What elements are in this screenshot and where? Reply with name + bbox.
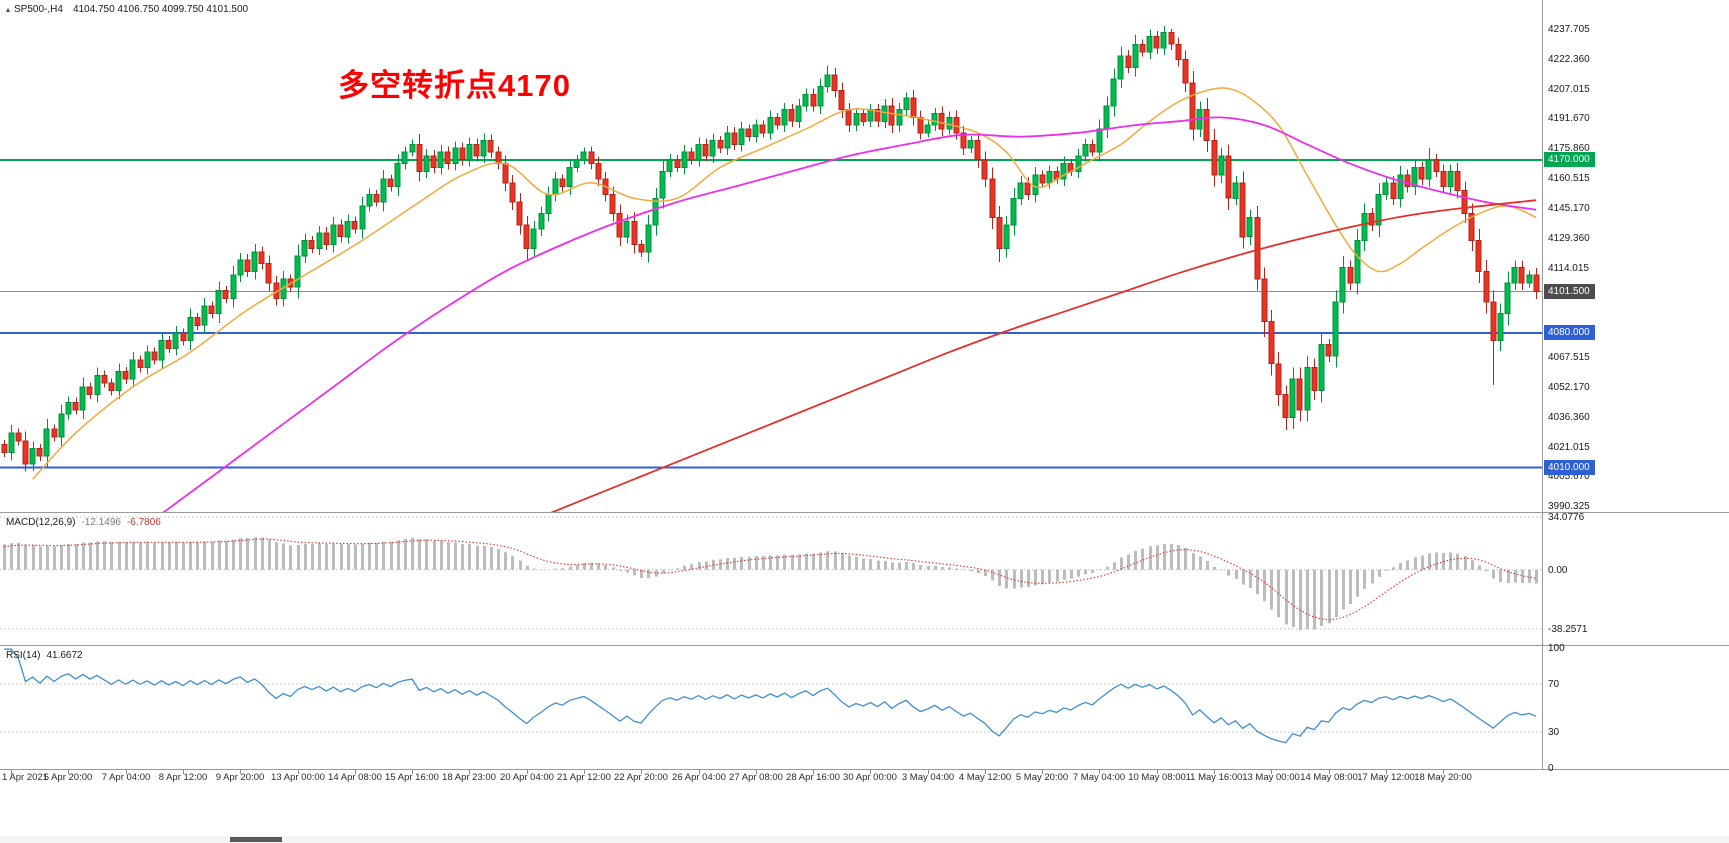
time-axis-label: 20 Apr 04:00	[500, 772, 554, 783]
time-axis-label: 22 Apr 20:00	[614, 772, 668, 783]
scrollbar-thumb[interactable]	[230, 837, 282, 842]
rsi-axis-label: 0	[1548, 763, 1554, 774]
price-axis-label: 4160.515	[1548, 173, 1590, 184]
price-axis-label: 4005.670	[1548, 471, 1590, 482]
rsi-indicator-name: RSI(14)	[6, 650, 41, 661]
price-axis-label: 4222.360	[1548, 54, 1590, 65]
symbol-marker-icon: ▴	[6, 5, 11, 14]
macd-axis-label: -38.2571	[1548, 624, 1588, 635]
price-axis-label: 3990.325	[1548, 501, 1590, 512]
hline-price-tag: 4010.000	[1544, 460, 1595, 475]
hline-price-tag: 4080.000	[1544, 325, 1595, 340]
time-axis-label: 14 May 08:00	[1300, 772, 1358, 783]
time-axis-label: 27 Apr 08:00	[729, 772, 783, 783]
time-axis-label: 1 Apr 2021	[2, 772, 48, 783]
time-axis-label: 14 Apr 08:00	[328, 772, 382, 783]
price-axis-label: 4129.360	[1548, 233, 1590, 244]
macd-signal-value: -6.7806	[126, 517, 161, 528]
time-axis-label: 15 Apr 16:00	[385, 772, 439, 783]
time-axis-label: 21 Apr 12:00	[557, 772, 611, 783]
price-axis-label: 4145.170	[1548, 203, 1590, 214]
macd-axis-label: 0.00	[1548, 565, 1568, 576]
price-axis-label: 4237.705	[1548, 24, 1590, 35]
time-axis-label: 8 Apr 12:00	[158, 772, 208, 783]
time-axis-label: 17 May 12:00	[1357, 772, 1415, 783]
moving-averages-layer	[32, 87, 1537, 512]
time-axis-label: 5 May 20:00	[1015, 772, 1069, 783]
rsi-axis-label: 100	[1548, 643, 1565, 654]
macd-indicator-label: MACD(12,26,9) -12.1496 -6.7806	[6, 517, 167, 528]
macd-main-value: -12.1496	[81, 517, 121, 528]
rsi-panel-layer	[0, 648, 1542, 744]
price-axis-label: 4052.170	[1548, 382, 1590, 393]
time-axis-label: 4 May 12:00	[958, 772, 1012, 783]
time-axis-label: 7 Apr 04:00	[101, 772, 151, 783]
time-axis-label: 28 Apr 16:00	[786, 772, 840, 783]
current-price-tag: 4101.500	[1544, 284, 1595, 299]
macd-panel-layer	[0, 516, 1542, 631]
price-axis-label: 4067.515	[1548, 352, 1590, 363]
time-axis-label: 18 Apr 23:00	[442, 772, 496, 783]
time-axis-label: 13 Apr 00:00	[271, 772, 325, 783]
macd-axis-label: 34.0776	[1548, 512, 1585, 523]
rsi-axis-label: 70	[1548, 679, 1560, 690]
time-axis-label: 5 Apr 20:00	[43, 772, 93, 783]
time-axis-label: 9 Apr 20:00	[215, 772, 265, 783]
time-axis-label: 30 Apr 00:00	[843, 772, 897, 783]
time-axis-label: 10 May 08:00	[1128, 772, 1186, 783]
price-axis-label: 4191.670	[1548, 113, 1590, 124]
horizontal-scrollbar-track[interactable]	[0, 836, 1729, 843]
ma-medium-line	[162, 116, 1537, 512]
candles-layer	[1, 26, 1540, 472]
symbol-ohlc-values: 4104.750 4106.750 4099.750 4101.500	[72, 4, 249, 15]
time-axis-label: 13 May 00:00	[1242, 772, 1300, 783]
chart-annotation-text: 多空转折点4170	[338, 68, 571, 103]
price-axis-label: 4021.015	[1548, 442, 1590, 453]
rsi-value: 41.6672	[46, 650, 83, 661]
time-axis-label: 11 May 16:00	[1185, 772, 1243, 783]
price-axis-label: 4207.015	[1548, 84, 1590, 95]
price-axis-label: 4114.015	[1548, 263, 1589, 274]
time-axis-label: 7 May 04:00	[1072, 772, 1126, 783]
time-axis-label: 18 May 20:00	[1414, 772, 1472, 783]
hline-price-tag: 4170.000	[1544, 152, 1595, 167]
time-axis-label: 3 May 04:00	[901, 772, 955, 783]
time-axis-label: 26 Apr 04:00	[672, 772, 726, 783]
price-axis-label: 4036.360	[1548, 412, 1590, 423]
rsi-indicator-label: RSI(14) 41.6672	[6, 650, 89, 661]
symbol-title: SP500-,H4	[14, 4, 63, 15]
symbol-header: ▴ SP500-,H4 4104.750 4106.750 4099.750 410…	[6, 4, 248, 15]
rsi-axis-label: 30	[1548, 727, 1560, 738]
price-hlines-layer[interactable]	[0, 158, 1542, 469]
panel-frame-lines	[0, 0, 1729, 774]
ma-slow-line	[550, 199, 1537, 512]
macd-indicator-name: MACD(12,26,9)	[6, 517, 76, 528]
price-axis-label: 4175.860	[1548, 143, 1590, 154]
